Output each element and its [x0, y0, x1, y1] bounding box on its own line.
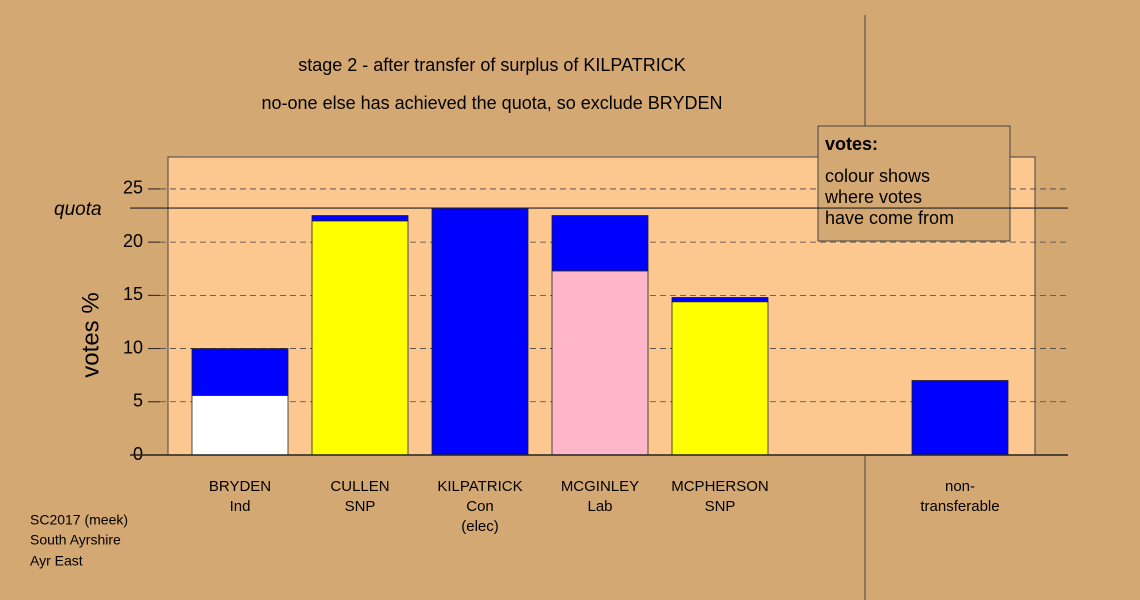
- quota-label: quota: [54, 199, 102, 220]
- bar-segment: [191, 348, 289, 396]
- y-tick-label: 0: [133, 444, 143, 464]
- y-tick-label: 15: [123, 284, 143, 304]
- y-axis-label: votes %: [77, 292, 104, 377]
- y-tick-label: 5: [133, 391, 143, 411]
- legend-title: votes:: [825, 134, 878, 154]
- legend-text: colour shows: [825, 166, 930, 186]
- bar-segment: [311, 220, 409, 456]
- x-tick-label: transferable: [920, 498, 999, 515]
- chart-subtitle: no-one else has achieved the quota, so e…: [262, 93, 723, 113]
- x-tick-label: SNP: [345, 498, 376, 515]
- x-tick-label: (elec): [461, 518, 499, 535]
- bar-segment: [191, 394, 289, 456]
- footer-text: South Ayrshire: [30, 532, 121, 548]
- bar-segment: [911, 380, 1009, 456]
- x-tick-label: Ind: [230, 498, 251, 515]
- bar-segment: [671, 297, 769, 303]
- bar-segment: [551, 270, 649, 456]
- legend-box: [817, 125, 1011, 242]
- bar-segment: [311, 215, 409, 222]
- y-tick-label: 20: [123, 231, 143, 251]
- x-tick-label: MCGINLEY: [561, 478, 639, 495]
- bar-segment: [551, 215, 649, 272]
- x-tick-label: SNP: [705, 498, 736, 515]
- bar-segment: [431, 207, 529, 456]
- y-tick-label: 10: [123, 337, 143, 357]
- x-tick-label: Lab: [587, 498, 612, 515]
- x-tick-label: MCPHERSON: [671, 478, 769, 495]
- y-tick-label: 25: [123, 178, 143, 198]
- legend-text: have come from: [825, 208, 954, 228]
- x-tick-label: KILPATRICK: [437, 478, 522, 495]
- legend-text: where votes: [824, 187, 922, 207]
- x-tick-label: Con: [466, 498, 494, 515]
- x-tick-label: non-: [945, 478, 975, 495]
- legend: votes: colour shows where votes have com…: [817, 125, 1011, 242]
- bar-segment: [671, 301, 769, 456]
- x-tick-label: BRYDEN: [209, 478, 271, 495]
- x-tick-label: CULLEN: [330, 478, 389, 495]
- footer-text: Ayr East: [30, 553, 83, 569]
- chart-title: stage 2 - after transfer of surplus of K…: [298, 55, 686, 75]
- footer-text: SC2017 (meek): [30, 512, 128, 528]
